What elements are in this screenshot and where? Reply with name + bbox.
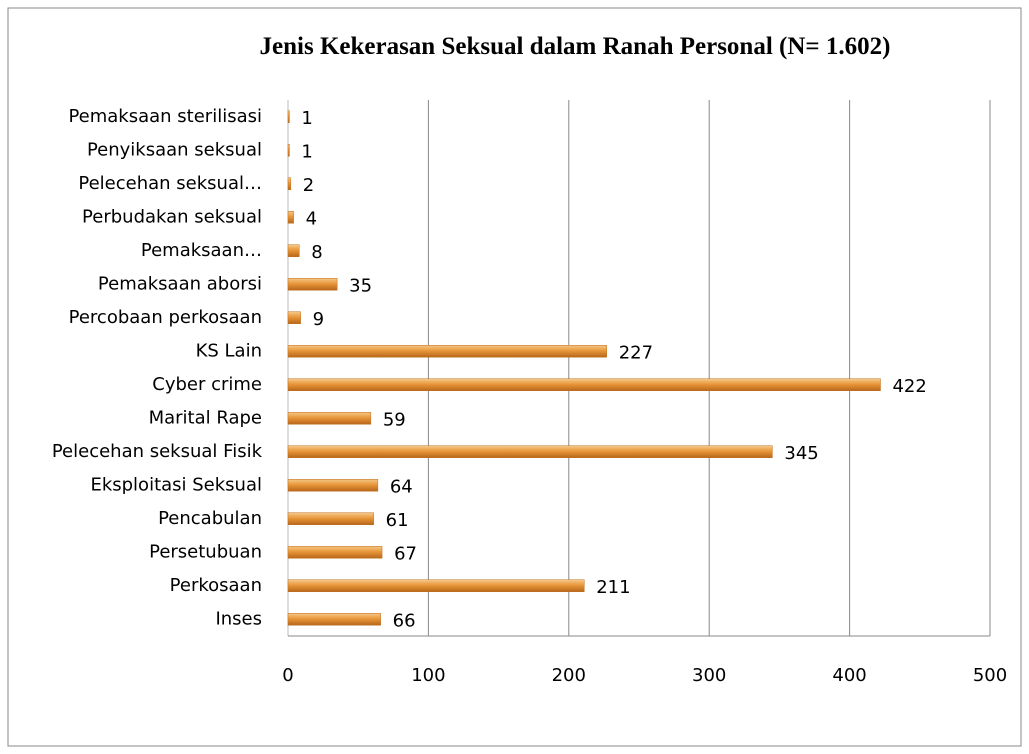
bar	[287, 144, 290, 157]
chart-border	[7, 7, 1022, 747]
y-tick-label: Penyiksaan seksual	[87, 139, 262, 160]
bar	[287, 546, 383, 559]
chart-title: Jenis Kekerasan Seksual dalam Ranah Pers…	[259, 33, 891, 60]
y-tick-label: Marital Rape	[149, 407, 262, 428]
value-label: 227	[619, 342, 653, 363]
y-tick-label: Perkosaan	[170, 575, 262, 596]
y-tick-label: Pemaksaan sterilisasi	[68, 106, 262, 127]
y-tick-label: Pelecehan seksual Fisik	[52, 441, 263, 462]
value-label: 1	[301, 141, 312, 162]
bar	[287, 110, 290, 123]
value-label: 66	[393, 610, 416, 631]
y-tick-label: Percobaan perkosaan	[69, 307, 262, 328]
bar	[287, 244, 300, 257]
bar	[287, 378, 881, 391]
bar	[287, 512, 374, 525]
y-tick-label: KS Lain	[196, 340, 262, 361]
bar	[287, 278, 338, 291]
x-tick-label: 400	[832, 665, 866, 686]
y-tick-label: Inses	[215, 608, 262, 629]
y-tick-label: Pelecehan seksual…	[78, 173, 262, 194]
value-label: 64	[390, 476, 413, 497]
value-label: 1	[301, 108, 312, 129]
x-tick-label: 300	[692, 665, 726, 686]
value-label: 67	[394, 543, 417, 564]
value-label: 59	[383, 409, 406, 430]
bar	[287, 311, 301, 324]
value-label: 35	[349, 275, 372, 296]
x-tick-label: 100	[411, 665, 445, 686]
y-tick-label: Pencabulan	[158, 508, 262, 529]
y-tick-label: Pemaksaan…	[141, 240, 262, 261]
value-label: 2	[303, 175, 314, 196]
bar	[287, 613, 381, 626]
bar	[287, 445, 773, 458]
value-label: 422	[892, 376, 926, 397]
value-label: 4	[306, 208, 317, 229]
bar	[287, 211, 294, 224]
y-tick-label: Persetubuan	[149, 541, 262, 562]
bar	[287, 345, 607, 358]
value-label: 9	[313, 309, 324, 330]
bar	[287, 177, 292, 190]
x-tick-label: 500	[973, 665, 1007, 686]
x-tick-label: 0	[282, 665, 293, 686]
bar	[287, 479, 379, 492]
y-tick-label: Pemaksaan aborsi	[98, 273, 262, 294]
y-tick-label: Eksploitasi Seksual	[90, 474, 262, 495]
y-tick-label: Cyber crime	[152, 374, 262, 395]
y-tick-label: Perbudakan seksual	[82, 206, 262, 227]
bar	[287, 412, 372, 425]
value-label: 211	[596, 577, 630, 598]
value-label: 8	[311, 242, 322, 263]
x-tick-label: 200	[552, 665, 586, 686]
value-label: 61	[386, 510, 409, 531]
bar	[287, 579, 585, 592]
value-label: 345	[784, 443, 818, 464]
